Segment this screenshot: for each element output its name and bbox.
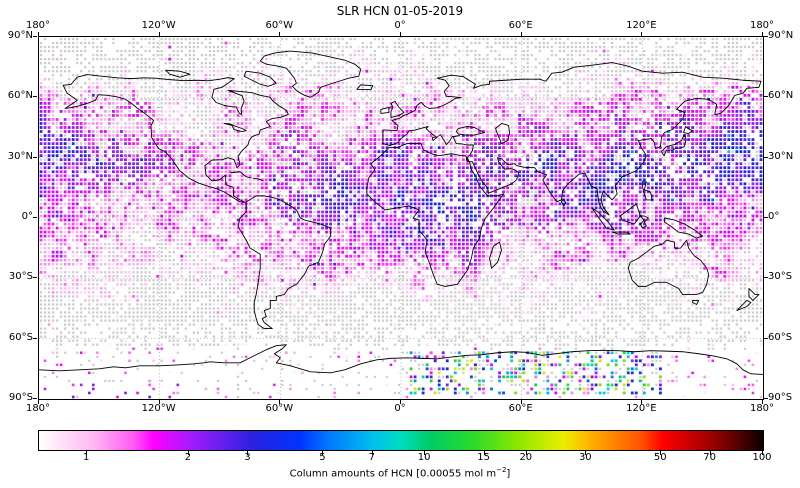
axis-tick [641, 32, 643, 36]
lat-tick-label-left: 90°S [8, 392, 33, 403]
axis-tick [279, 32, 281, 36]
colorbar-tick-label: 70 [703, 452, 717, 463]
lon-tick-label-bottom: 120°W [141, 403, 176, 414]
colorbar-tick [187, 451, 189, 455]
hcn-dot-field-canvas [39, 37, 763, 399]
lat-tick-label-left: 30°S [8, 271, 33, 283]
lon-tick-label-bottom: 0° [394, 403, 406, 414]
lon-tick-label-top: 120°E [626, 20, 657, 31]
colorbar-tick [525, 451, 527, 455]
lon-tick-label-bottom: 60°E [508, 403, 533, 414]
axis-tick [33, 156, 37, 158]
axis-tick [764, 398, 768, 399]
colorbar-tick [483, 451, 485, 455]
lat-tick-label-right: 90°N [768, 30, 794, 41]
axis-tick [33, 337, 37, 339]
axis-tick [520, 400, 522, 404]
colorbar-title: Column amounts of HCN [0.00055 mol m−2] [290, 466, 511, 479]
lon-tick-label-bottom: 180° [749, 403, 775, 414]
lat-tick-label-left: 60°S [8, 331, 33, 343]
axis-tick [33, 36, 37, 37]
plot-title: SLR HCN 01-05-2019 [336, 4, 464, 18]
lat-tick-label-right: 60°S [768, 331, 793, 343]
axis-tick [400, 32, 401, 36]
axis-tick [764, 217, 768, 218]
colorbar-tick-label: 100 [752, 452, 772, 463]
lat-tick-label-left: 60°N [7, 90, 33, 102]
lat-tick-label-right: 30°N [768, 150, 794, 162]
colorbar-tick [709, 451, 711, 455]
lat-tick-label-right: 30°S [768, 271, 793, 283]
lon-tick-label-top: 0° [394, 20, 406, 31]
axis-tick [33, 217, 37, 218]
lat-tick-label-right: 60°N [768, 90, 794, 102]
axis-tick [764, 96, 768, 98]
axis-tick [33, 398, 37, 399]
axis-tick [158, 400, 160, 404]
colorbar-title-text: Column amounts of HCN [0.00055 mol m [289, 468, 497, 480]
colorbar-tick-label: 20 [519, 452, 533, 463]
colorbar-tick [86, 451, 88, 455]
axis-tick [38, 32, 39, 36]
axis-tick [38, 400, 39, 404]
colorbar-title-sup: −2 [496, 466, 507, 474]
lon-tick-label-top: 60°W [265, 20, 294, 31]
map-plot-area [38, 36, 764, 400]
colorbar-tick-label: 50 [653, 452, 667, 463]
colorbar-title-end: ] [506, 468, 511, 480]
colorbar-tick-label: 3 [244, 452, 251, 463]
colorbar-tick [585, 451, 587, 455]
lat-tick-label-left: 0° [21, 211, 33, 222]
axis-tick [33, 96, 37, 98]
axis-tick [33, 277, 37, 279]
axis-tick [400, 400, 401, 404]
lon-tick-label-bottom: 120°E [626, 403, 657, 414]
lon-tick-label-bottom: 180° [25, 403, 51, 414]
axis-tick [764, 36, 768, 37]
colorbar-tick [371, 451, 373, 455]
lon-tick-label-top: 120°W [141, 20, 176, 31]
lon-tick-label-top: 60°E [508, 20, 533, 31]
colorbar-tick [660, 451, 662, 455]
colorbar-tick [247, 451, 249, 455]
axis-tick [762, 400, 763, 404]
lat-tick-label-right: 0° [768, 211, 780, 222]
colorbar-tick-label: 15 [477, 452, 490, 463]
colorbar-tick-label: 7 [368, 452, 375, 463]
axis-tick [764, 277, 768, 279]
axis-tick [764, 337, 768, 339]
axis-tick [641, 400, 643, 404]
colorbar-gradient [38, 430, 764, 451]
lon-tick-label-top: 180° [25, 20, 51, 31]
colorbar-tick [322, 451, 324, 455]
axis-tick [279, 400, 281, 404]
lat-tick-label-left: 30°N [7, 150, 33, 162]
axis-tick [158, 32, 160, 36]
axis-tick [762, 32, 763, 36]
colorbar-tick [424, 451, 426, 455]
colorbar-tick-label: 30 [578, 452, 592, 463]
lat-tick-label-left: 90°N [7, 30, 33, 41]
lon-tick-label-top: 180° [749, 20, 775, 31]
colorbar-tick-label: 2 [184, 452, 192, 463]
colorbar-tick [762, 451, 763, 455]
axis-tick [764, 156, 768, 158]
lat-tick-label-right: 90°S [768, 392, 793, 403]
colorbar-tick-label: 5 [319, 452, 326, 463]
axis-tick [520, 32, 522, 36]
colorbar-tick-label: 10 [417, 452, 431, 463]
colorbar-tick-label: 1 [83, 452, 90, 463]
lon-tick-label-bottom: 60°W [265, 403, 294, 414]
